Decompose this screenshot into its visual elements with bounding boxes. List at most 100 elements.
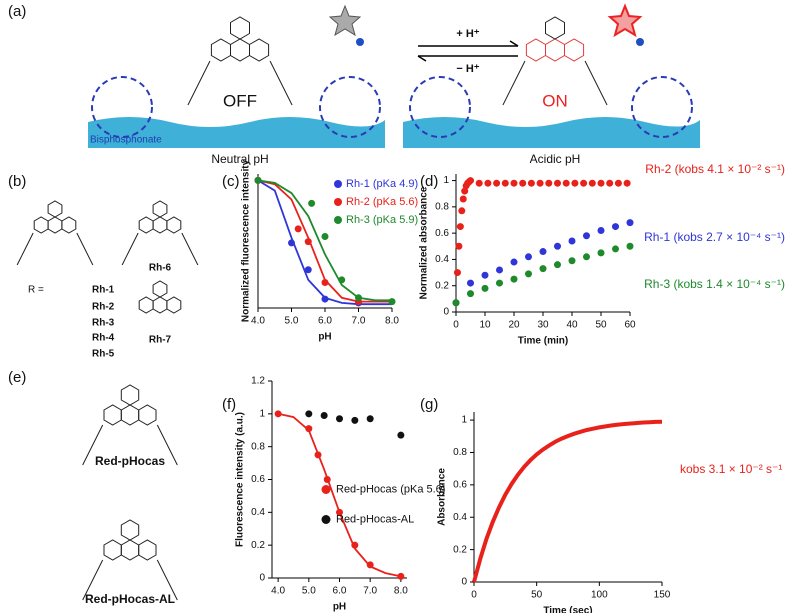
ring xyxy=(33,216,49,234)
data-point xyxy=(527,179,535,187)
legend-marker xyxy=(334,180,342,188)
data-point xyxy=(623,179,631,187)
series-label: Rh-2 (kobs 4.1 × 10⁻² s⁻¹) xyxy=(645,162,785,176)
data-point xyxy=(525,270,532,278)
data-point xyxy=(539,265,547,273)
data-point xyxy=(501,179,509,187)
surface-label: Bisphosphonate xyxy=(90,135,162,146)
data-point xyxy=(588,179,596,187)
x-axis-label: pH xyxy=(333,602,346,613)
data-point xyxy=(321,233,329,241)
x-tick-label: 7.0 xyxy=(352,316,366,327)
y-tick-label: 0.2 xyxy=(453,544,467,555)
compound-label: Rh-7 xyxy=(149,335,172,346)
ring xyxy=(166,296,182,314)
legend-label: Rh-2 (pKa 5.6) xyxy=(346,196,418,208)
arrow-head xyxy=(417,55,427,62)
legend-label: Rh-1 (pKa 4.9) xyxy=(346,178,418,190)
ring xyxy=(545,38,565,62)
ring xyxy=(47,200,63,218)
condition-label: Acidic pH xyxy=(530,152,581,166)
surface xyxy=(88,117,385,148)
data-point xyxy=(452,299,460,307)
x-tick-label: 4.0 xyxy=(251,316,265,327)
data-point xyxy=(510,258,518,266)
panel-label: (c) xyxy=(222,173,240,190)
series-label: Rh-3 (kobs 1.4 × 10⁻⁴ s⁻¹) xyxy=(644,277,785,291)
data-point xyxy=(305,425,313,433)
ring xyxy=(545,16,565,40)
y-tick-label: 0.8 xyxy=(453,447,467,458)
legend-label: Rh-3 (pKa 5.9) xyxy=(346,214,418,226)
chain xyxy=(584,60,608,106)
ring xyxy=(103,404,122,426)
star-icon xyxy=(328,4,362,37)
x-tick-label: 5.0 xyxy=(302,586,316,597)
x-tick-label: 10 xyxy=(479,320,491,331)
legend-marker xyxy=(334,198,342,206)
data-point xyxy=(308,199,316,207)
data-point xyxy=(554,242,561,250)
data-point xyxy=(336,508,343,516)
ring xyxy=(166,216,182,234)
x-tick-label: 150 xyxy=(654,590,671,601)
panel-label: (g) xyxy=(420,396,438,413)
data-point xyxy=(612,245,619,253)
x-tick-label: 4.0 xyxy=(271,586,285,597)
reaction-label: − H⁺ xyxy=(456,63,479,75)
y-axis-label: Normalized fluorescence intensity xyxy=(241,159,252,322)
data-point xyxy=(351,541,359,549)
data-point xyxy=(321,278,329,286)
x-tick-label: 5.0 xyxy=(285,316,299,327)
data-point xyxy=(614,179,622,187)
data-point xyxy=(519,179,527,187)
y-axis-label: Normalized absorbance xyxy=(419,186,430,299)
y-tick-label: 0 xyxy=(259,573,265,584)
surface xyxy=(403,117,700,148)
ring xyxy=(120,384,140,406)
x-tick-label: 0 xyxy=(453,320,459,331)
y-tick-label: 0.8 xyxy=(435,201,449,212)
y-tick-label: 0 xyxy=(461,577,467,588)
panel-label: (e) xyxy=(8,369,26,386)
chain xyxy=(82,559,104,601)
compound-label: Red-pHocas xyxy=(95,454,165,468)
y-tick-label: 1.2 xyxy=(251,376,265,387)
chain xyxy=(16,232,34,266)
y-axis-label: Fluorescence intensity (a.u.) xyxy=(235,412,246,547)
panel-label: (a) xyxy=(8,3,26,20)
ring xyxy=(138,296,154,314)
anchor-dot xyxy=(356,38,364,46)
data-point xyxy=(254,176,262,184)
x-tick-label: 20 xyxy=(508,320,520,331)
structures xyxy=(16,3,700,601)
compound-label: Rh-6 xyxy=(149,263,172,274)
legend-label: Red-pHocas (pKa 5.6) xyxy=(336,483,445,495)
x-tick-label: 6.0 xyxy=(333,586,347,597)
data-point xyxy=(554,179,561,187)
data-point xyxy=(568,257,576,265)
data-point xyxy=(467,279,474,287)
data-point xyxy=(467,290,474,298)
data-point xyxy=(304,266,312,274)
condition-label: Neutral pH xyxy=(211,152,268,166)
chain xyxy=(502,60,526,106)
data-point xyxy=(336,415,343,423)
data-point xyxy=(475,179,483,187)
data-point xyxy=(510,179,518,187)
data-line xyxy=(472,419,663,583)
y-tick-label: 0 xyxy=(443,307,449,318)
state-label: OFF xyxy=(223,91,257,110)
arrow-head xyxy=(509,40,519,47)
dashed-circle xyxy=(319,76,381,138)
ring xyxy=(230,16,250,40)
x-axis-label: pH xyxy=(318,332,331,343)
data-point xyxy=(458,207,466,215)
data-point xyxy=(323,476,331,483)
x-axis-label: Time (min) xyxy=(518,336,568,347)
data-point xyxy=(525,253,532,261)
ring xyxy=(230,38,250,62)
data-point xyxy=(314,451,322,459)
ring xyxy=(138,216,154,234)
